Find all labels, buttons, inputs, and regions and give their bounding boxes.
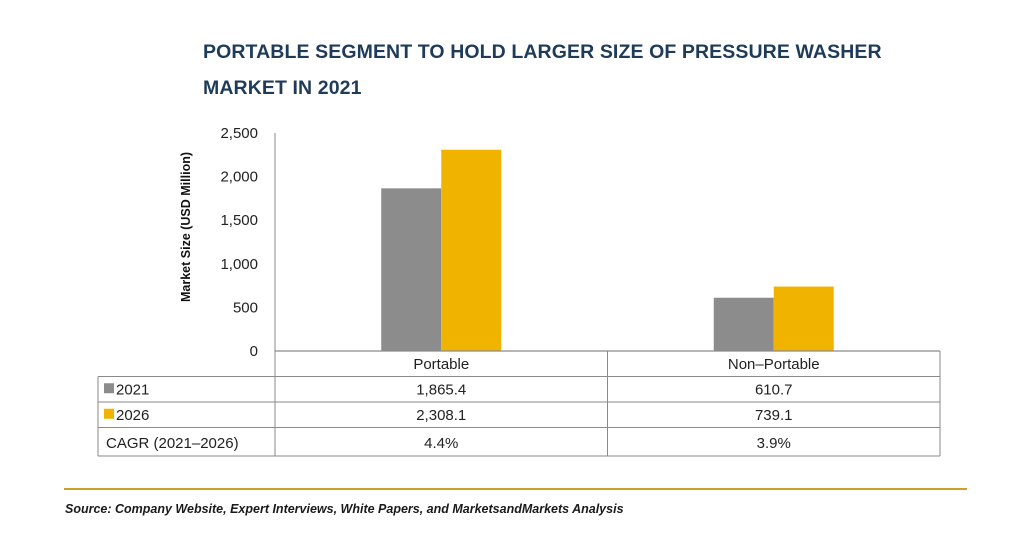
legend-label-2021: 2021 <box>116 381 149 398</box>
source-divider <box>64 488 967 490</box>
bars <box>381 149 834 351</box>
cagr-label: CAGR (2021–2026) <box>106 435 239 452</box>
legend-swatch-2021 <box>104 383 114 394</box>
y-tick-label: 0 <box>250 343 258 360</box>
bar-2026-1 <box>441 149 502 351</box>
cagr-value: 3.9% <box>757 435 791 452</box>
y-tick-label: 2,500 <box>220 125 258 142</box>
data-label: 1,865.4 <box>416 381 466 398</box>
y-axis-label: Market Size (USD Million) <box>179 152 193 302</box>
legend-label-2026: 2026 <box>116 407 149 424</box>
data-label: 2,308.1 <box>416 407 466 424</box>
y-tick-label: 1,500 <box>220 212 258 229</box>
y-ticks: 0 500 1,000 1,500 2,000 2,500 <box>220 125 276 360</box>
cagr-value: 4.4% <box>424 435 458 452</box>
category-label: Non–Portable <box>728 356 820 373</box>
y-tick-label: 1,000 <box>220 256 258 273</box>
chart-title: PORTABLE SEGMENT TO HOLD LARGER SIZE OF … <box>203 41 882 99</box>
bar-2021-2 <box>713 297 774 351</box>
source-note: Source: Company Website, Expert Intervie… <box>65 502 624 516</box>
data-table: Portable Non–Portable 2021 1,865.4 610.7 2026… <box>97 350 941 457</box>
y-tick-label: 2,000 <box>220 169 258 186</box>
legend-swatch-2026 <box>104 408 114 419</box>
category-label: Portable <box>413 356 469 373</box>
y-tick-label: 500 <box>233 299 258 316</box>
data-label: 739.1 <box>755 407 793 424</box>
bar-2026-2 <box>773 286 834 351</box>
data-label: 610.7 <box>755 381 793 398</box>
bar-2021-1 <box>381 188 442 351</box>
